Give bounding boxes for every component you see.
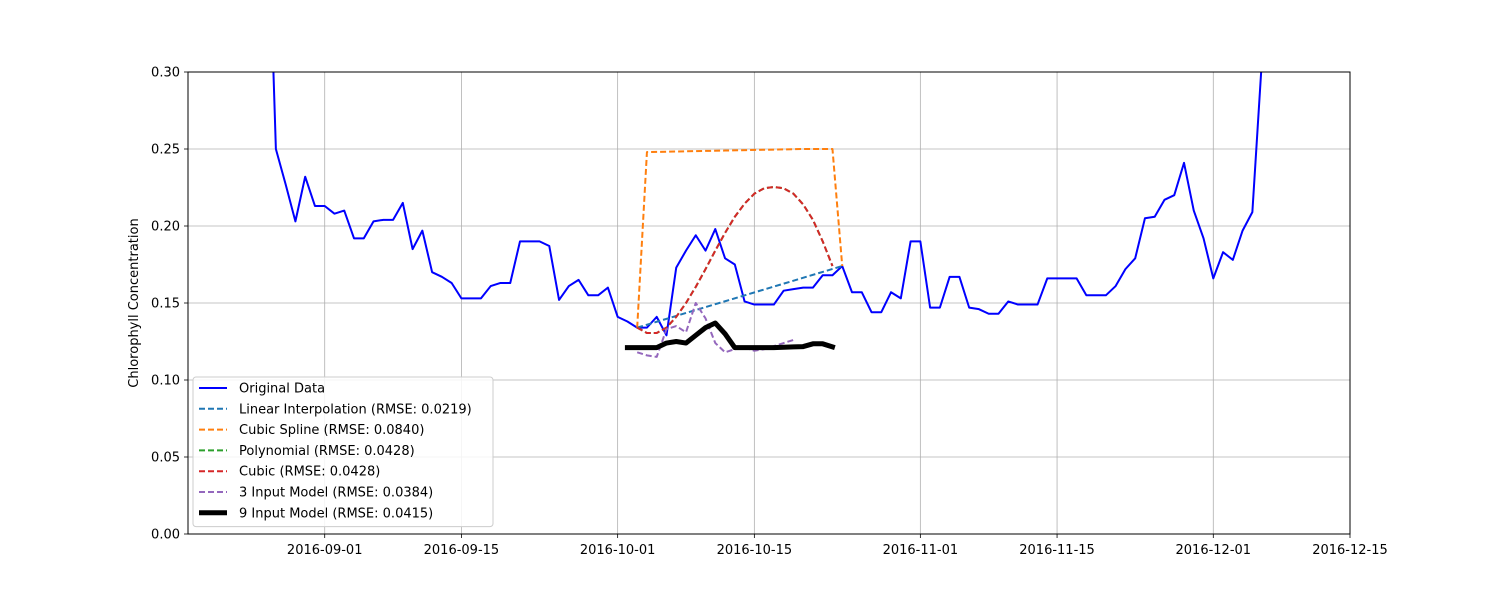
series-line-1 <box>272 72 1263 337</box>
series-line-7 <box>624 320 836 351</box>
legend-box <box>192 376 494 528</box>
y-axis-title: Chlorophyll Concentration <box>127 218 142 387</box>
legend-label-6: 3 Input Model (RMSE: 0.0384) <box>239 486 433 501</box>
x-tick-label: 2016-09-15 <box>424 543 500 558</box>
y-tick-label: 0.30 <box>151 66 180 81</box>
x-tick-label: 2016-11-15 <box>1019 543 1095 558</box>
legend-label-4: Polynomial (RMSE: 0.0428) <box>239 444 415 459</box>
y-tick-label: 0.15 <box>151 297 180 312</box>
x-tick-label: 2016-11-01 <box>883 543 959 558</box>
legend-label-7: 9 Input Model (RMSE: 0.0415) <box>239 506 433 521</box>
y-tick-label: 0.10 <box>151 374 180 389</box>
legend: Original Data Linear Interpolation (RMSE:… <box>192 376 494 528</box>
x-axis: 2016-09-01 2016-09-15 2016-10-01 2016-10-15… <box>287 534 1388 558</box>
x-tick-label: 2016-10-15 <box>717 543 793 558</box>
y-tick-label: 0.25 <box>151 143 180 158</box>
x-tick-label: 2016-09-01 <box>287 543 363 558</box>
y-tick-label: 0.20 <box>151 220 180 235</box>
legend-label-3: Cubic Spline (RMSE: 0.0840) <box>239 423 424 438</box>
legend-label-5: Cubic (RMSE: 0.0428) <box>239 465 380 480</box>
y-tick-label: 0.05 <box>151 451 180 466</box>
series-layer <box>272 72 1263 358</box>
x-tick-label: 2016-12-15 <box>1312 543 1388 558</box>
series-line-5 <box>636 186 834 335</box>
x-tick-label: 2016-10-01 <box>580 543 656 558</box>
x-tick-label: 2016-12-01 <box>1176 543 1252 558</box>
y-tick-label: 0.00 <box>151 528 180 543</box>
y-axis: 0.00 0.05 0.10 0.15 0.20 0.25 0.30 <box>151 66 188 543</box>
legend-label-1: Original Data <box>239 382 325 397</box>
series-line-3 <box>636 148 844 328</box>
legend-label-2: Linear Interpolation (RMSE: 0.0219) <box>239 402 472 417</box>
